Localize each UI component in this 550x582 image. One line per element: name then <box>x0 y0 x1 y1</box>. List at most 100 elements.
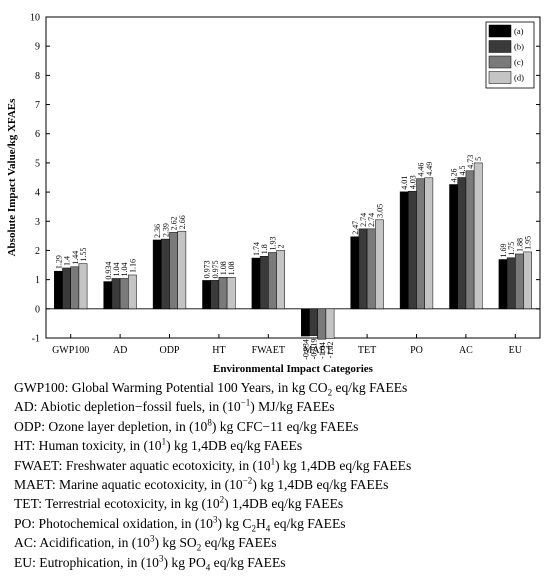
note-text: ) kg PO <box>163 554 206 570</box>
bar <box>473 162 483 310</box>
bar <box>218 277 228 310</box>
bar <box>152 239 162 310</box>
note-text: 8 <box>207 417 212 428</box>
x-tick-label: PO <box>410 345 423 356</box>
note-text: Photochemical oxidation, in (10 <box>35 515 213 531</box>
x-tick-label: FWAET <box>252 345 285 356</box>
x-tick-label: AC <box>459 345 473 356</box>
note-text: eq/kg FAEEs <box>270 515 346 531</box>
note-abbreviation: TET: <box>14 496 43 512</box>
bar-value-label: 1.04 <box>112 262 121 276</box>
note-text: Freshwater aquatic ecotoxicity, in (10 <box>62 457 271 473</box>
legend-label: (b) <box>514 42 524 52</box>
bar-value-label: 1.08 <box>227 261 236 275</box>
bar-value-label: 4.73 <box>466 155 475 169</box>
bar-value-label: 2 <box>277 244 286 248</box>
bar <box>350 236 360 310</box>
bar-value-label: 0.934 <box>104 262 113 280</box>
x-tick-label: MAET <box>304 345 332 356</box>
bar-value-label: 0.973 <box>203 260 212 278</box>
bar <box>366 228 376 310</box>
note-text: eq/kg FAEEs <box>332 380 408 395</box>
y-tick-label: 4 <box>35 188 40 199</box>
bar <box>276 250 285 310</box>
note-text: eq/kg FAEEs <box>210 554 286 570</box>
y-tick-label: -1 <box>32 334 40 345</box>
data-labels-layer: 1.29 1.4 1.44 1.550.934 1.04 1.04 1.162.36 2.39… <box>54 155 532 360</box>
note-text: 1 <box>270 456 276 467</box>
bar <box>416 178 425 310</box>
note-text: 1 <box>161 436 167 447</box>
y-tick-label: 5 <box>35 158 40 169</box>
x-tick-label: TET <box>358 345 376 356</box>
bar <box>301 308 310 337</box>
bar-value-label: 1.74 <box>252 242 261 256</box>
abbreviation-note: GWP100: Global Warming Potential 100 Yea… <box>14 378 544 397</box>
bar <box>54 270 63 310</box>
note-text: 3 <box>149 533 155 544</box>
note-text: Human toxicity, in (10 <box>35 438 162 454</box>
bar <box>128 274 137 310</box>
bar <box>375 219 384 310</box>
abbreviation-note: MAET: Marine aquatic ecotoxicity, in (10… <box>14 475 544 494</box>
bar-value-label: 1.4 <box>63 256 72 266</box>
bar <box>119 278 129 310</box>
bar-value-label: 2.36 <box>153 224 162 238</box>
note-text: Acidification, in (10 <box>36 535 150 551</box>
bar-value-label: 3.05 <box>375 204 384 218</box>
abbreviation-note: AD: Abiotic depletion−fossil fuels, in (… <box>14 397 544 416</box>
legend-label: (a) <box>514 26 524 36</box>
note-text: eq/kg FAEEs <box>201 535 277 551</box>
abbreviation-note: ODP: Ozone layer depletion, in (108) kg … <box>14 417 544 436</box>
note-text: −1 <box>240 397 251 408</box>
bar-value-label: 1.93 <box>268 236 277 250</box>
abbreviation-note: HT: Human toxicity, in (101) kg 1,4DB eq… <box>14 436 544 455</box>
bar-value-label: 1.8 <box>260 244 269 254</box>
bar <box>78 263 88 310</box>
bar-value-label: 4.46 <box>417 163 426 177</box>
bar-value-label: -0.919 <box>310 339 319 360</box>
bar-value-label: 4.03 <box>408 175 417 189</box>
bar <box>424 177 434 310</box>
bar <box>70 266 80 310</box>
bar <box>62 267 71 310</box>
note-text: 2 <box>196 542 202 553</box>
x-tick-label: AD <box>113 345 127 356</box>
legend-swatch <box>488 24 512 38</box>
note-text: Ozone layer depletion, in (10 <box>44 418 208 434</box>
bar <box>325 308 335 339</box>
note-abbreviation: EU: <box>14 554 36 570</box>
bar-value-label: 4.01 <box>400 176 409 190</box>
note-abbreviation: MAET: <box>14 477 56 493</box>
bar <box>226 277 236 310</box>
bar-value-label: 2.74 <box>367 213 376 227</box>
legend-label: (d) <box>514 73 524 83</box>
bar-value-label: 1.55 <box>79 248 88 262</box>
x-tick-label: HT <box>212 345 225 356</box>
bar-value-label: 5 <box>474 157 483 161</box>
abbreviation-note: AC: Acidification, in (103) kg SO2 eq/kg… <box>14 533 544 552</box>
legend-label: (c) <box>514 57 524 67</box>
bar-value-label: 1.04 <box>120 262 129 276</box>
bar <box>515 253 524 310</box>
bar-value-label: 4.49 <box>425 162 434 176</box>
legend: (a) (b) (c) (d) <box>485 21 535 89</box>
bar-value-label: 2.62 <box>170 216 179 230</box>
note-text: ) kg 1,4DB eq/kg FAEEs <box>275 457 412 473</box>
note-text: 3 <box>158 553 164 564</box>
note-text: ) 1,4DB eq/kg FAEEs <box>224 496 344 512</box>
bar <box>268 252 277 310</box>
y-tick-label: 0 <box>35 304 40 315</box>
bar-value-label: 2.66 <box>178 215 187 229</box>
bar <box>169 232 178 310</box>
bar <box>309 308 318 336</box>
abbreviation-note: FWAET: Freshwater aquatic ecotoxicity, i… <box>14 456 544 475</box>
y-tick-label: 8 <box>35 71 40 82</box>
note-text: Eutrophication, in (10 <box>35 554 159 570</box>
bar-value-label: 4.5 <box>458 166 467 176</box>
y-tick-label: 1 <box>35 275 40 286</box>
note-text: ) kg SO <box>154 535 197 551</box>
bar <box>523 251 532 310</box>
bar-value-label: 0.975 <box>211 260 220 278</box>
note-abbreviation: AC: <box>14 535 37 551</box>
